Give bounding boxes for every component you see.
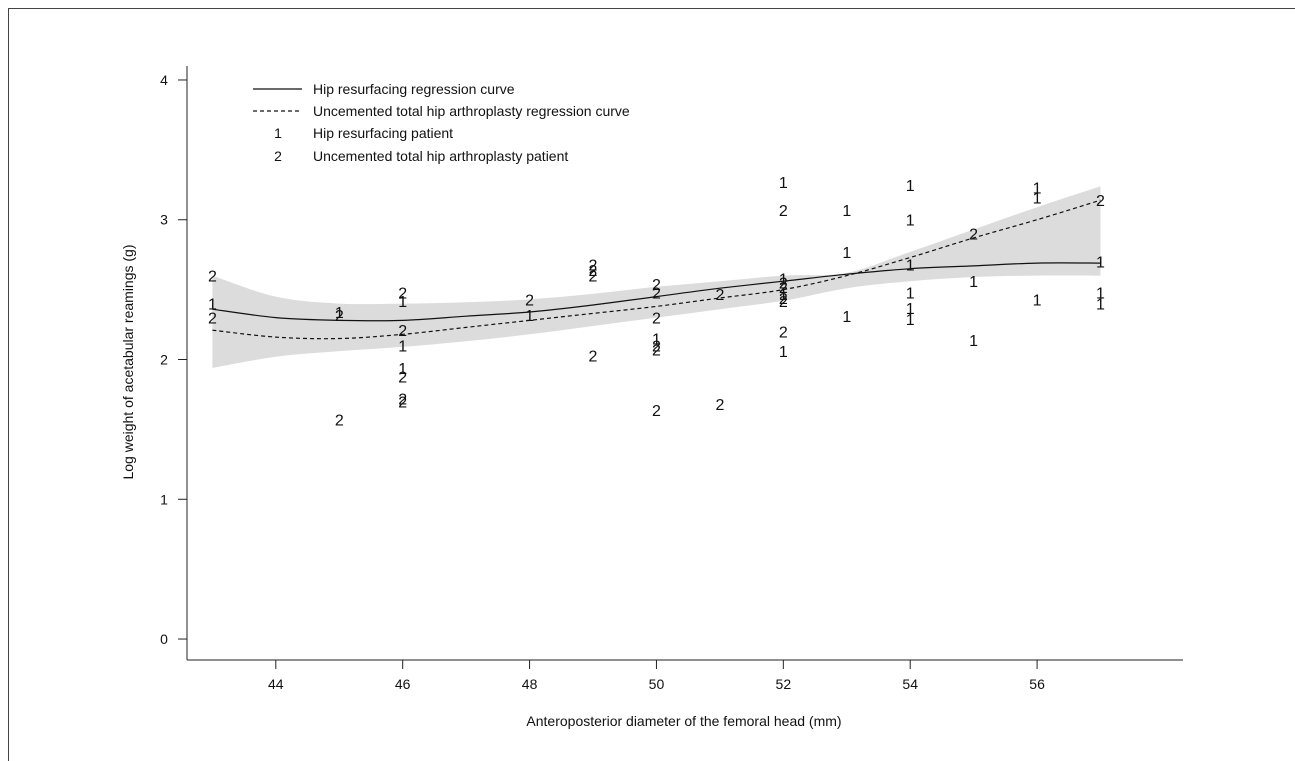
resurfacing-point: 1 (842, 245, 851, 262)
resurfacing-point: 1 (1033, 190, 1042, 207)
y-tick-label: 3 (160, 212, 168, 228)
thr-point: 2 (779, 291, 788, 308)
legend-label-resurfacing-curve: Hip resurfacing regression curve (313, 81, 515, 97)
thr-point: 2 (398, 369, 407, 386)
thr-point: 2 (398, 392, 407, 409)
y-tick-label: 0 (160, 631, 168, 647)
thr-point: 2 (335, 413, 344, 430)
thr-point: 2 (398, 394, 407, 411)
x-tick-label: 46 (395, 676, 411, 692)
resurfacing-point: 1 (208, 297, 217, 314)
resurfacing-point: 1 (1033, 181, 1042, 198)
legend-label-thr-curve: Uncemented total hip arthroplasty regres… (313, 103, 630, 119)
thr-point: 2 (652, 339, 661, 356)
thr-point: 2 (652, 285, 661, 302)
thr-point: 2 (715, 287, 724, 304)
y-tick-label: 4 (160, 72, 168, 88)
thr-regression-curve (212, 199, 1101, 340)
resurfacing-point: 1 (906, 285, 915, 302)
resurfacing-point: 1 (398, 361, 407, 378)
thr-point: 2 (652, 403, 661, 420)
x-tick-label: 54 (902, 676, 918, 692)
resurfacing-point: 1 (906, 312, 915, 329)
thr-point: 2 (525, 292, 534, 309)
x-tick-label: 50 (649, 676, 665, 692)
resurfacing-point: 1 (779, 344, 788, 361)
thr-point: 2 (589, 258, 598, 275)
resurfacing-point: 1 (335, 305, 344, 322)
resurfacing-regression-curve (212, 262, 1101, 322)
x-axis-label: Anteroposterior diameter of the femoral … (526, 713, 841, 729)
thr-point: 2 (779, 294, 788, 311)
thr-point: 2 (398, 285, 407, 302)
thr-point: 2 (779, 203, 788, 220)
thr-point: 2 (208, 269, 217, 286)
resurfacing-point: 1 (1096, 285, 1105, 302)
x-tick-label: 52 (776, 676, 792, 692)
thr-point: 2 (208, 311, 217, 328)
thr-point: 2 (652, 343, 661, 360)
resurfacing-point: 1 (969, 274, 978, 291)
resurfacing-point: 1 (1096, 255, 1105, 272)
y-axis-label: Log weight of acetabular reamings (g) (120, 244, 136, 479)
thr-point: 2 (779, 280, 788, 297)
thr-point: 2 (589, 263, 598, 280)
legend: Hip resurfacing regression curve Uncemen… (253, 81, 630, 164)
legend-marker-1: 1 (274, 125, 282, 141)
thr-point: 2 (779, 276, 788, 293)
legend-label-thr-patient: Uncemented total hip arthroplasty patien… (313, 148, 568, 164)
y-tick-label: 1 (160, 491, 168, 507)
thr-point: 2 (652, 311, 661, 328)
resurfacing-point: 1 (906, 178, 915, 195)
resurfacing-point: 1 (842, 309, 851, 326)
resurfacing-point: 1 (969, 333, 978, 350)
thr-point: 2 (969, 227, 978, 244)
resurfacing-point: 1 (779, 271, 788, 288)
x-tick-label: 56 (1029, 676, 1045, 692)
thr-point: 2 (589, 348, 598, 365)
regression-lines (212, 199, 1101, 340)
resurfacing-point: 1 (1096, 297, 1105, 314)
y-tick-label: 2 (160, 352, 168, 368)
resurfacing-point: 1 (525, 308, 534, 325)
resurfacing-point: 1 (398, 339, 407, 356)
thr-point: 2 (335, 308, 344, 325)
legend-label-resurfacing-patient: Hip resurfacing patient (313, 125, 453, 141)
resurfacing-point: 1 (398, 294, 407, 311)
resurfacing-point: 1 (906, 213, 915, 230)
thr-point: 2 (589, 269, 598, 286)
thr-point: 2 (652, 277, 661, 294)
y-axis-ticks: 0 1 2 3 4 (160, 72, 187, 647)
thr-point: 2 (779, 325, 788, 342)
x-tick-label: 44 (268, 676, 284, 692)
figure-border (8, 8, 1295, 761)
resurfacing-point: 1 (652, 332, 661, 349)
resurfacing-point: 1 (779, 175, 788, 192)
x-axis-ticks: 44 46 48 50 52 54 56 (268, 660, 1045, 692)
thr-point: 2 (1096, 193, 1105, 210)
thr-point: 2 (398, 323, 407, 340)
resurfacing-point: 1 (906, 301, 915, 318)
confidence-band (212, 186, 1101, 368)
resurfacing-point: 1 (1033, 292, 1042, 309)
legend-marker-2: 2 (274, 148, 282, 164)
resurfacing-point: 1 (842, 203, 851, 220)
thr-point: 2 (715, 397, 724, 414)
resurfacing-point: 1 (906, 258, 915, 275)
resurfacing-point: 1 (779, 287, 788, 304)
x-tick-label: 48 (522, 676, 538, 692)
